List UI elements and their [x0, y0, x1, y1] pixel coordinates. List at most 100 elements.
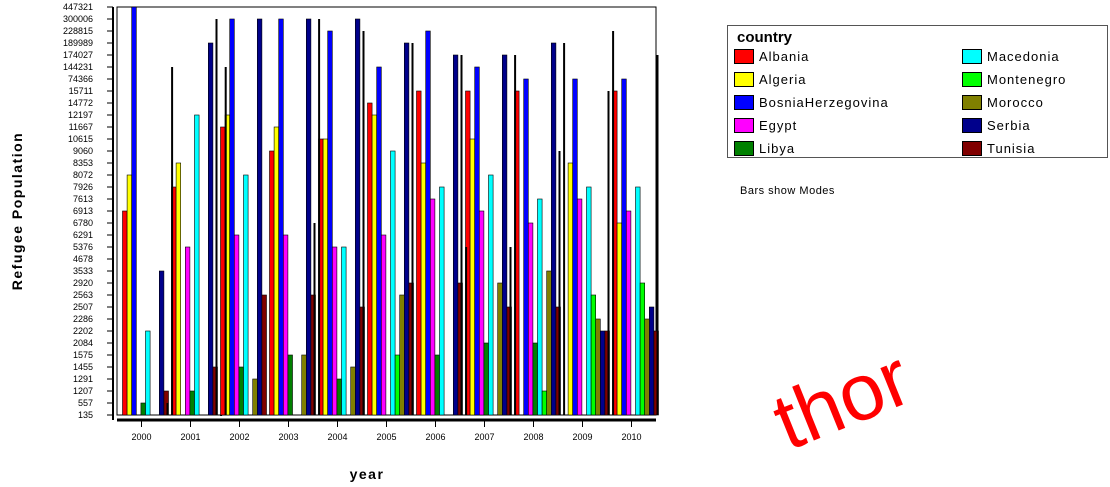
- bar-unlabeled: [607, 91, 610, 415]
- x-axis-title: year: [350, 466, 385, 482]
- legend-item: Tunisia: [962, 140, 1035, 157]
- y-tick-label: 300006: [63, 14, 93, 24]
- bar-bosniaherzegovina: [425, 30, 431, 416]
- y-tick-label: 557: [78, 398, 93, 408]
- bar-unlabeled: [313, 223, 316, 415]
- bar-serbia: [305, 18, 312, 416]
- y-tick-label: 135: [78, 410, 93, 420]
- y-tick-label: 2563: [73, 290, 93, 300]
- x-tick-label: 2004: [327, 432, 347, 442]
- legend-swatch: [962, 118, 982, 133]
- bar-macedonia: [488, 174, 494, 416]
- y-tick-label: 2202: [73, 326, 93, 336]
- bar-morocco: [546, 270, 552, 416]
- x-tick-label: 2006: [425, 432, 445, 442]
- y-tick-label: 9060: [73, 146, 93, 156]
- bar-egypt: [282, 234, 289, 416]
- y-tick-label: 7926: [73, 182, 93, 192]
- y-tick-label: 8353: [73, 158, 93, 168]
- legend-swatch: [962, 72, 982, 87]
- legend: country Albania Algeria BosniaHerzegovina E…: [727, 25, 1108, 158]
- y-tick-label: 10615: [68, 134, 93, 144]
- bar-libya: [140, 402, 146, 416]
- legend-item: Algeria: [734, 71, 806, 88]
- y-tick-label: 11667: [69, 122, 93, 132]
- bar-morocco: [644, 318, 650, 416]
- x-tick-label: 2000: [131, 432, 151, 442]
- bar-bosniaherzegovina: [523, 78, 529, 416]
- y-tick-label: 6780: [73, 218, 93, 228]
- legend-label: Macedonia: [987, 49, 1060, 64]
- legend-item: Egypt: [734, 117, 797, 134]
- y-tick-label: 2286: [73, 314, 93, 324]
- x-tick-label: 2003: [278, 432, 298, 442]
- bar-unlabeled: [656, 55, 659, 415]
- x-tick-label: 2002: [229, 432, 249, 442]
- y-axis-title: Refugee Population: [9, 132, 25, 290]
- bar-serbia: [208, 42, 214, 416]
- bar-libya: [434, 354, 440, 416]
- x-tick-label: 2005: [376, 432, 396, 442]
- bar-unlabeled: [460, 55, 463, 415]
- bar-macedonia: [341, 246, 347, 416]
- x-tick-label: 2009: [572, 432, 592, 442]
- legend-swatch: [962, 49, 982, 64]
- bar-macedonia: [145, 330, 151, 416]
- bar-unlabeled: [558, 151, 561, 415]
- bar-bosniaherzegovina: [131, 6, 137, 416]
- bar-libya: [238, 366, 244, 416]
- bar-morocco: [497, 282, 503, 416]
- y-tick-label: 15711: [69, 86, 93, 96]
- plot-area: [112, 6, 657, 422]
- bar-albania: [269, 150, 275, 416]
- legend-item: Serbia: [962, 117, 1031, 134]
- legend-label: BosniaHerzegovina: [759, 95, 889, 110]
- bar-bosniaherzegovina: [621, 78, 627, 416]
- bar-algeria: [175, 162, 182, 416]
- y-tick-label: 1207: [73, 386, 93, 396]
- bar-unlabeled: [362, 31, 365, 415]
- bar-morocco: [301, 354, 307, 416]
- bar-morocco: [252, 378, 258, 416]
- bar-serbia: [501, 54, 508, 416]
- bar-montenegro: [541, 390, 547, 416]
- legend-title: country: [737, 29, 793, 46]
- y-tick-label: 12197: [68, 110, 93, 120]
- bar-egypt: [380, 234, 387, 416]
- y-tick-label: 8072: [73, 170, 93, 180]
- y-tick-label: 4678: [73, 254, 93, 264]
- bar-algeria: [616, 222, 622, 416]
- legend-item: Macedonia: [962, 48, 1060, 65]
- bar-egypt: [185, 246, 191, 416]
- y-tick-label: 189989: [63, 38, 93, 48]
- bar-unlabeled: [514, 55, 517, 415]
- bar-egypt: [576, 198, 583, 416]
- bar-egypt: [478, 210, 485, 416]
- bar-libya: [189, 390, 195, 416]
- x-tick-label: 2008: [523, 432, 543, 442]
- bar-bosniaherzegovina: [474, 66, 480, 416]
- bar-unlabeled: [220, 415, 223, 416]
- bar-libya: [336, 378, 342, 416]
- bar-montenegro: [394, 354, 401, 416]
- bar-libya: [483, 342, 489, 416]
- bar-serbia: [159, 270, 165, 416]
- bar-unlabeled: [318, 19, 321, 415]
- bar-serbia: [403, 42, 410, 416]
- legend-item: Morocco: [962, 94, 1044, 111]
- bar-unlabeled: [612, 31, 615, 415]
- bar-bosniaherzegovina: [278, 18, 284, 416]
- bar-albania: [122, 210, 128, 416]
- x-tick-label: 2010: [621, 432, 641, 442]
- legend-item: Albania: [734, 48, 809, 65]
- bar-egypt: [429, 198, 436, 416]
- bar-morocco: [595, 318, 601, 416]
- bar-unlabeled: [166, 403, 169, 415]
- bar-egypt: [527, 222, 534, 416]
- y-tick-label: 3533: [73, 266, 93, 276]
- bar-unlabeled: [171, 67, 174, 415]
- legend-label: Libya: [759, 141, 796, 156]
- legend-label: Albania: [759, 49, 810, 64]
- bar-algeria: [469, 138, 476, 416]
